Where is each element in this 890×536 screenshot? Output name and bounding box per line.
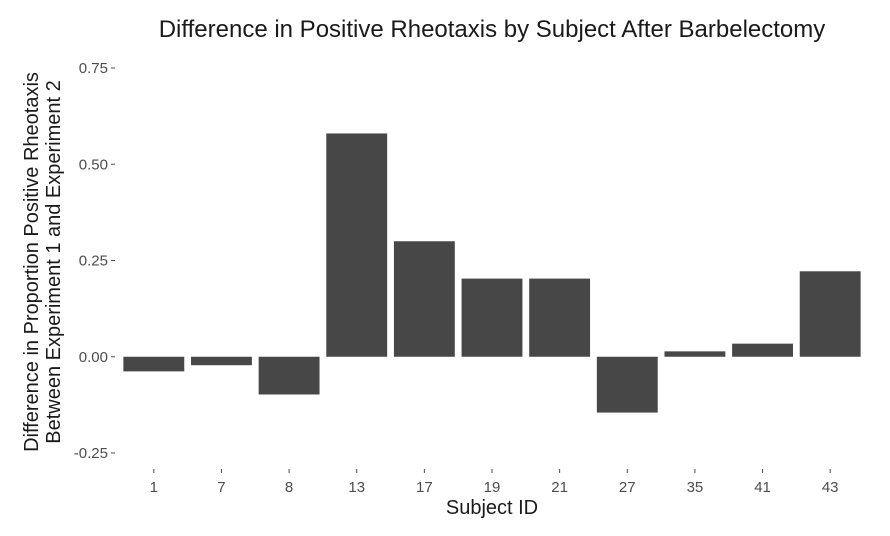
x-tick-label: 41 <box>754 479 771 496</box>
y-tick-label: 0.75 <box>79 60 108 77</box>
bar-subject-17 <box>393 241 455 357</box>
bar-subject-27 <box>596 356 658 413</box>
x-tick-label: 27 <box>619 479 636 496</box>
x-tick-label: 35 <box>687 479 704 496</box>
y-tick-label: 0.00 <box>79 349 108 366</box>
bar-subject-35 <box>664 351 726 357</box>
bar-subject-21 <box>529 278 591 357</box>
bar-subject-19 <box>461 278 523 357</box>
x-tick-label: 19 <box>484 479 501 496</box>
bars <box>123 133 861 413</box>
y-axis-title-line-1: Difference in Proportion Positive Rheota… <box>21 72 43 452</box>
x-tick-label: 43 <box>822 479 839 496</box>
y-tick-label: 0.50 <box>79 156 108 173</box>
x-axis: 1 7 8 13 17 19 21 27 35 41 43 <box>150 469 839 496</box>
y-tick-label: -0.25 <box>74 445 108 462</box>
y-tick-label: 0.25 <box>79 253 108 270</box>
x-axis-title: Subject ID <box>446 497 538 519</box>
bar-subject-8 <box>258 356 320 395</box>
x-tick-label: 7 <box>217 479 225 496</box>
bar-subject-7 <box>191 356 252 366</box>
x-tick-label: 1 <box>150 479 158 496</box>
bar-subject-41 <box>732 343 793 357</box>
x-tick-label: 8 <box>285 479 293 496</box>
x-tick-label: 17 <box>416 479 433 496</box>
x-tick-label: 13 <box>348 479 365 496</box>
y-axis-title-line-2: Between Experiment 1 and Experiment 2 <box>43 80 65 444</box>
bar-subject-13 <box>326 133 388 357</box>
bar-subject-43 <box>799 271 861 357</box>
y-axis: -0.25 0.00 0.25 0.50 0.75 <box>74 60 115 462</box>
bar-subject-1 <box>123 356 185 372</box>
y-axis-title: Difference in Proportion Positive Rheota… <box>21 72 65 452</box>
x-tick-label: 21 <box>551 479 568 496</box>
chart-title: Difference in Positive Rheotaxis by Subj… <box>159 16 826 43</box>
